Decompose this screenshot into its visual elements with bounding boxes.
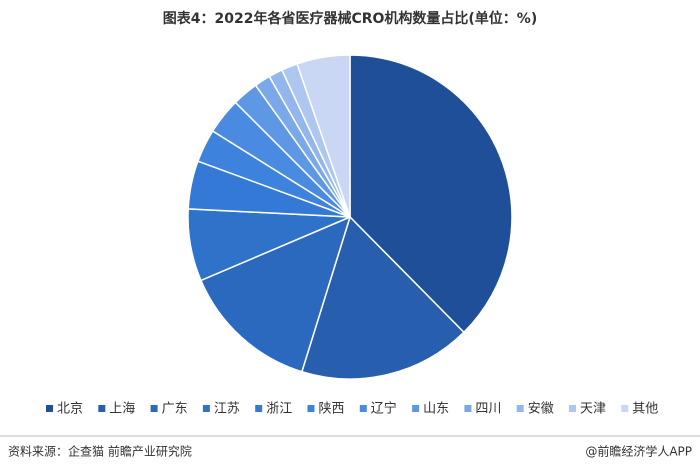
pie-slice [296,54,351,218]
legend-label: 四川 [475,402,501,417]
legend-swatch [516,405,524,412]
legend-swatch [202,405,210,412]
legend-swatch [412,405,420,412]
legend-label: 上海 [109,402,135,417]
legend-label: 其他 [632,402,658,417]
legend-swatch [98,405,106,412]
brand-note: @前瞻经济学人APP [585,444,692,459]
legend-swatch [569,405,576,412]
legend-swatch [46,405,53,412]
pie-slice [300,215,465,380]
pie-slice [349,54,513,334]
legend-label: 陕西 [319,402,345,417]
legend-swatch [359,405,367,412]
legend-swatch [255,405,263,412]
legend-swatch [150,405,158,412]
legend-label: 广东 [162,402,188,417]
legend-label: 北京 [57,402,83,417]
legend-swatch [621,405,629,412]
chart-title: 图表4：2022年各省医疗器械CRO机构数量占比(单位：%) [163,10,538,27]
legend-swatch [307,405,315,412]
legend-label: 辽宁 [371,401,397,417]
legend-label: 江苏 [214,401,240,417]
source-note: 资料来源：企查猫 前瞻产业研究院 [8,444,192,459]
legend-label: 山东 [423,402,449,417]
legend-label: 安徽 [528,402,554,417]
legend-label: 天津 [580,402,606,417]
pie-slice [199,215,352,373]
legend-label: 浙江 [266,402,292,417]
legend-swatch [464,405,472,412]
